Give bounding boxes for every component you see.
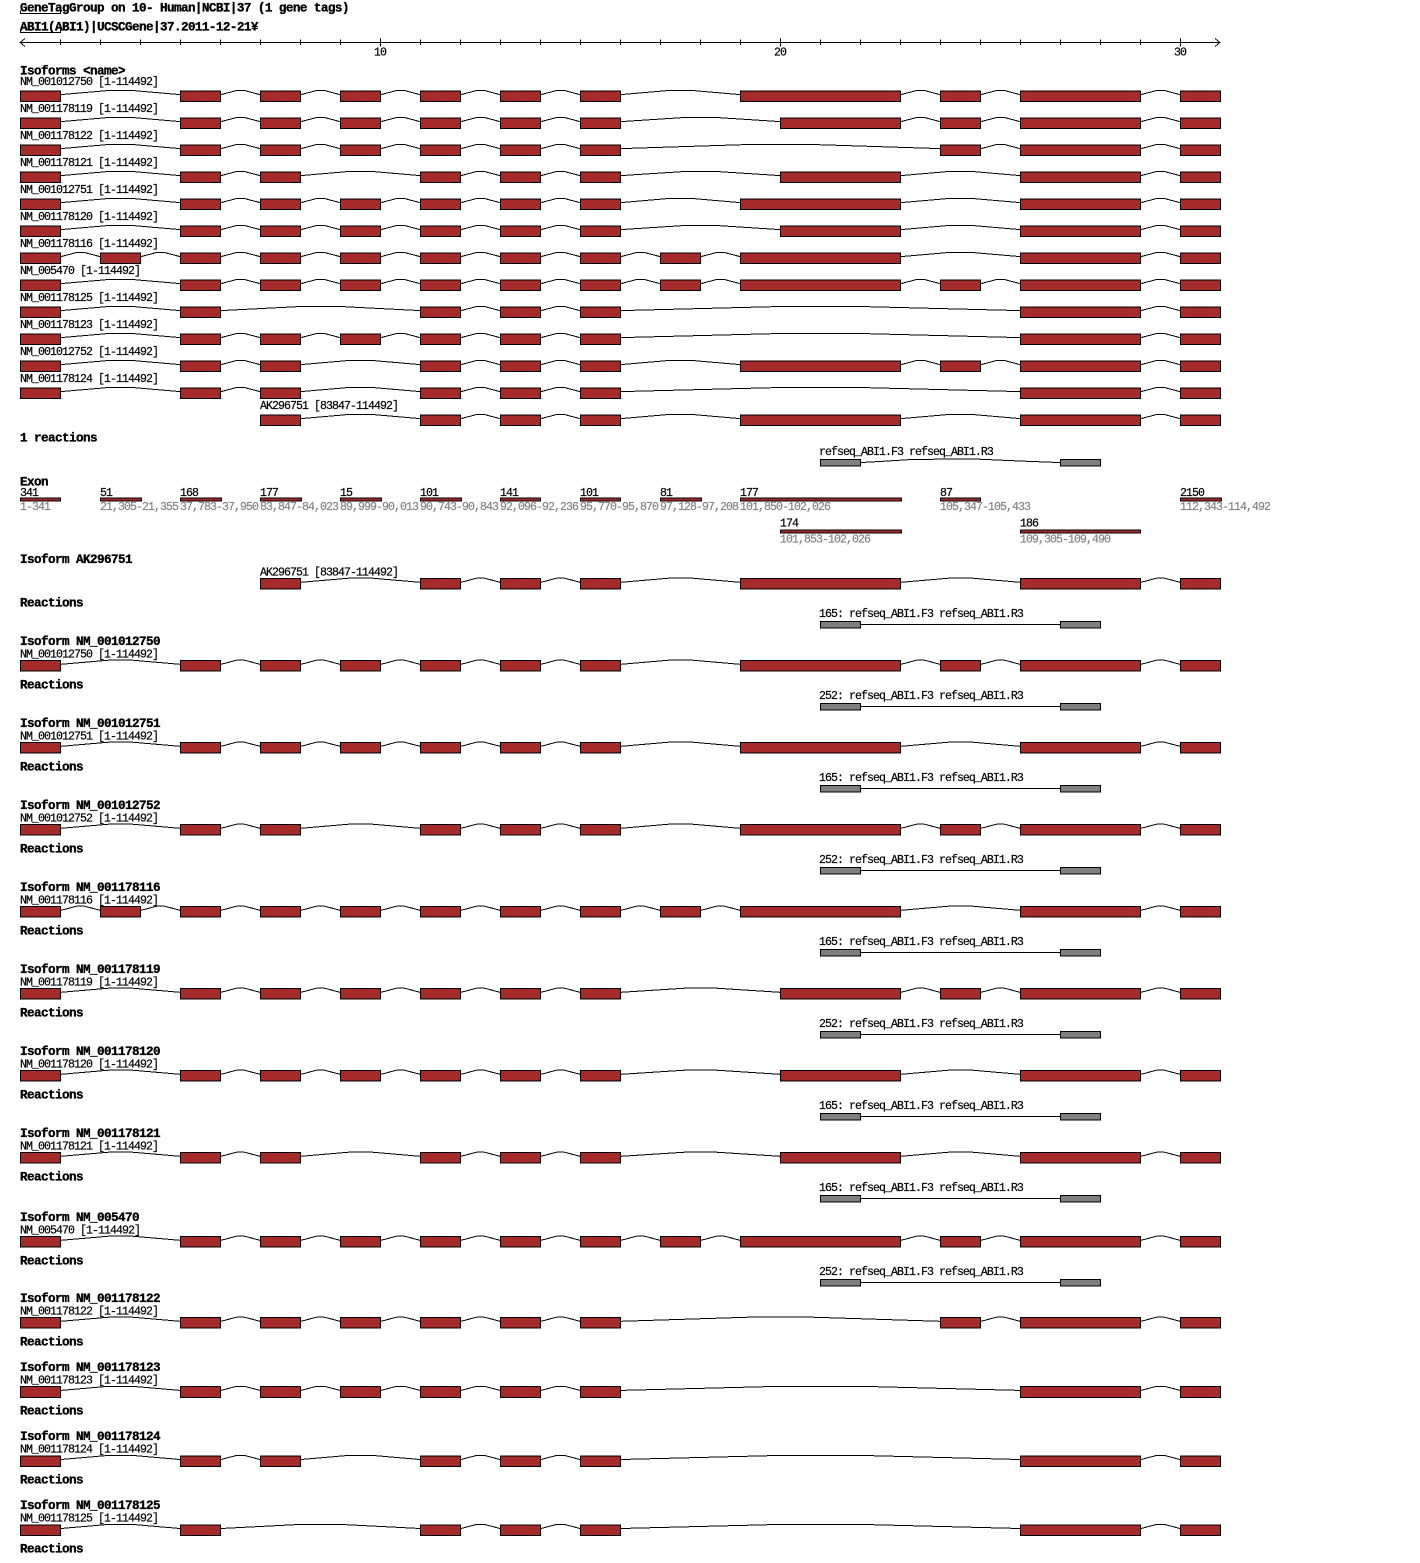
svg-text:252: refseq_ABI1.F3 refseq_ABI: 252: refseq_ABI1.F3 refseq_ABI1.R3 bbox=[819, 854, 1024, 867]
svg-text:Reactions: Reactions bbox=[20, 1542, 83, 1556]
svg-text:NM_001012750 [1-114492]: NM_001012750 [1-114492] bbox=[20, 76, 158, 89]
svg-text:Reactions: Reactions bbox=[20, 596, 83, 610]
svg-text:NM_001178116 [1-114492]: NM_001178116 [1-114492] bbox=[20, 238, 158, 251]
svg-text:NM_001178123 [1-114492]: NM_001178123 [1-114492] bbox=[20, 319, 158, 332]
svg-text:Isoform NM_001178124: Isoform NM_001178124 bbox=[20, 1430, 161, 1444]
svg-text:Isoform NM_001012751: Isoform NM_001012751 bbox=[20, 717, 161, 731]
svg-text:Reactions: Reactions bbox=[20, 924, 83, 938]
svg-text:NM_001178125 [1-114492]: NM_001178125 [1-114492] bbox=[20, 1513, 158, 1526]
svg-text:NM_001178120 [1-114492]: NM_001178120 [1-114492] bbox=[20, 1058, 158, 1071]
svg-text:Isoform NM_001178122: Isoform NM_001178122 bbox=[20, 1292, 160, 1306]
svg-text:NM_001178119 [1-114492]: NM_001178119 [1-114492] bbox=[20, 103, 158, 116]
svg-text:NM_001012752 [1-114492]: NM_001012752 [1-114492] bbox=[20, 812, 158, 825]
svg-text:Isoform NM_001178121: Isoform NM_001178121 bbox=[20, 1127, 161, 1141]
svg-text:105,347-105,433: 105,347-105,433 bbox=[940, 501, 1031, 514]
svg-text:83,847-84,023: 83,847-84,023 bbox=[260, 501, 339, 514]
svg-text:51: 51 bbox=[100, 487, 113, 500]
svg-text:refseq_ABI1.F3 refseq_ABI1.R3: refseq_ABI1.F3 refseq_ABI1.R3 bbox=[819, 446, 994, 459]
svg-text:177: 177 bbox=[260, 487, 279, 500]
svg-text:NM_001178124 [1-114492]: NM_001178124 [1-114492] bbox=[20, 373, 158, 386]
svg-text:101,853-102,026: 101,853-102,026 bbox=[780, 533, 871, 546]
svg-text:NM_005470 [1-114492]: NM_005470 [1-114492] bbox=[20, 265, 140, 278]
svg-text:15: 15 bbox=[340, 487, 353, 500]
svg-text:37,783-37,950: 37,783-37,950 bbox=[180, 501, 259, 514]
svg-text:89,999-90,013: 89,999-90,013 bbox=[340, 501, 419, 514]
svg-text:Exon: Exon bbox=[20, 476, 48, 490]
svg-text:168: 168 bbox=[180, 487, 199, 500]
svg-text:Isoform NM_001178116: Isoform NM_001178116 bbox=[20, 881, 160, 895]
svg-text:NM_001012751 [1-114492]: NM_001012751 [1-114492] bbox=[20, 184, 158, 197]
svg-text:21,305-21,355: 21,305-21,355 bbox=[100, 501, 179, 514]
svg-text:81: 81 bbox=[660, 487, 673, 500]
svg-text:NM_001178122 [1-114492]: NM_001178122 [1-114492] bbox=[20, 130, 158, 143]
svg-text:NM_001178125 [1-114492]: NM_001178125 [1-114492] bbox=[20, 292, 158, 305]
svg-text:Reactions: Reactions bbox=[20, 842, 83, 856]
svg-text:174: 174 bbox=[780, 518, 799, 531]
svg-text:Reactions: Reactions bbox=[20, 1088, 83, 1102]
svg-text:101,850-102,026: 101,850-102,026 bbox=[740, 501, 831, 514]
svg-text:165: refseq_ABI1.F3 refseq_ABI: 165: refseq_ABI1.F3 refseq_ABI1.R3 bbox=[819, 608, 1024, 621]
svg-text:Isoform AK296751: Isoform AK296751 bbox=[20, 553, 133, 567]
svg-text:GeneTagGroup on 10- Human|NCBI: GeneTagGroup on 10- Human|NCBI|37 (1 gen… bbox=[20, 2, 349, 16]
svg-text:NM_001012752 [1-114492]: NM_001012752 [1-114492] bbox=[20, 346, 158, 359]
svg-text:165: refseq_ABI1.F3 refseq_ABI: 165: refseq_ABI1.F3 refseq_ABI1.R3 bbox=[819, 1100, 1024, 1113]
svg-text:Isoform NM_001178123: Isoform NM_001178123 bbox=[20, 1361, 160, 1375]
svg-text:186: 186 bbox=[1020, 518, 1039, 531]
svg-text:165: refseq_ABI1.F3 refseq_ABI: 165: refseq_ABI1.F3 refseq_ABI1.R3 bbox=[819, 772, 1024, 785]
svg-text:252: refseq_ABI1.F3 refseq_ABI: 252: refseq_ABI1.F3 refseq_ABI1.R3 bbox=[819, 1018, 1024, 1031]
svg-text:Reactions: Reactions bbox=[20, 1006, 83, 1020]
svg-text:Reactions: Reactions bbox=[20, 1473, 83, 1487]
svg-text:Isoform NM_001178119: Isoform NM_001178119 bbox=[20, 963, 160, 977]
svg-text:Reactions: Reactions bbox=[20, 760, 83, 774]
svg-text:101: 101 bbox=[420, 487, 439, 500]
svg-text:Isoforms <name>: Isoforms <name> bbox=[20, 65, 125, 79]
svg-text:NM_001178121 [1-114492]: NM_001178121 [1-114492] bbox=[20, 157, 158, 170]
svg-text:92,096-92,236: 92,096-92,236 bbox=[500, 501, 579, 514]
svg-text:87: 87 bbox=[940, 487, 953, 500]
svg-text:NM_001012750 [1-114492]: NM_001012750 [1-114492] bbox=[20, 648, 158, 661]
svg-text:95,770-95,870: 95,770-95,870 bbox=[580, 501, 659, 514]
svg-text:Isoform NM_005470: Isoform NM_005470 bbox=[20, 1211, 139, 1225]
svg-text:AK296751 [83847-114492]: AK296751 [83847-114492] bbox=[260, 566, 398, 579]
svg-text:Isoform NM_001178120: Isoform NM_001178120 bbox=[20, 1045, 160, 1059]
svg-text:Isoform NM_001178125: Isoform NM_001178125 bbox=[20, 1499, 160, 1513]
svg-text:1 reactions: 1 reactions bbox=[20, 432, 97, 446]
svg-text:Reactions: Reactions bbox=[20, 678, 83, 692]
svg-text:1-341: 1-341 bbox=[20, 501, 51, 514]
svg-text:AK296751 [83847-114492]: AK296751 [83847-114492] bbox=[260, 400, 398, 413]
svg-text:30: 30 bbox=[1174, 47, 1187, 60]
svg-text:NM_001178124 [1-114492]: NM_001178124 [1-114492] bbox=[20, 1444, 158, 1457]
svg-text:20: 20 bbox=[774, 47, 787, 60]
svg-text:2150: 2150 bbox=[1180, 487, 1205, 500]
svg-text:Reactions: Reactions bbox=[20, 1404, 83, 1418]
svg-text:NM_001178123 [1-114492]: NM_001178123 [1-114492] bbox=[20, 1374, 158, 1387]
svg-text:252: refseq_ABI1.F3 refseq_ABI: 252: refseq_ABI1.F3 refseq_ABI1.R3 bbox=[819, 690, 1024, 703]
svg-text:165: refseq_ABI1.F3 refseq_ABI: 165: refseq_ABI1.F3 refseq_ABI1.R3 bbox=[819, 1182, 1024, 1195]
svg-text:177: 177 bbox=[740, 487, 759, 500]
svg-text:341: 341 bbox=[20, 487, 39, 500]
svg-text:NM_001178116 [1-114492]: NM_001178116 [1-114492] bbox=[20, 894, 158, 907]
svg-text:NM_001178121 [1-114492]: NM_001178121 [1-114492] bbox=[20, 1140, 158, 1153]
svg-text:10: 10 bbox=[374, 47, 387, 60]
svg-text:165: refseq_ABI1.F3 refseq_ABI: 165: refseq_ABI1.F3 refseq_ABI1.R3 bbox=[819, 936, 1024, 949]
svg-text:NM_001012751 [1-114492]: NM_001012751 [1-114492] bbox=[20, 730, 158, 743]
svg-text:ABI1(ABI1)|UCSCGene|37.2011-12: ABI1(ABI1)|UCSCGene|37.2011-12-21¥ bbox=[20, 21, 259, 35]
svg-text:109,305-109,490: 109,305-109,490 bbox=[1020, 533, 1111, 546]
svg-text:101: 101 bbox=[580, 487, 599, 500]
svg-text:NM_001178120 [1-114492]: NM_001178120 [1-114492] bbox=[20, 211, 158, 224]
svg-text:Reactions: Reactions bbox=[20, 1335, 83, 1349]
svg-text:141: 141 bbox=[500, 487, 519, 500]
svg-text:Reactions: Reactions bbox=[20, 1170, 83, 1184]
svg-text:NM_001178119 [1-114492]: NM_001178119 [1-114492] bbox=[20, 976, 158, 989]
svg-text:Isoform NM_001012752: Isoform NM_001012752 bbox=[20, 799, 160, 813]
svg-text:252: refseq_ABI1.F3 refseq_ABI: 252: refseq_ABI1.F3 refseq_ABI1.R3 bbox=[819, 1266, 1024, 1279]
svg-text:NM_001178122 [1-114492]: NM_001178122 [1-114492] bbox=[20, 1305, 158, 1318]
svg-text:97,128-97,208: 97,128-97,208 bbox=[660, 501, 739, 514]
svg-text:NM_005470 [1-114492]: NM_005470 [1-114492] bbox=[20, 1224, 140, 1237]
svg-text:112,343-114,492: 112,343-114,492 bbox=[1180, 501, 1271, 514]
svg-text:Reactions: Reactions bbox=[20, 1254, 83, 1268]
svg-text:Isoform NM_001012750: Isoform NM_001012750 bbox=[20, 635, 160, 649]
svg-text:90,743-90,843: 90,743-90,843 bbox=[420, 501, 499, 514]
